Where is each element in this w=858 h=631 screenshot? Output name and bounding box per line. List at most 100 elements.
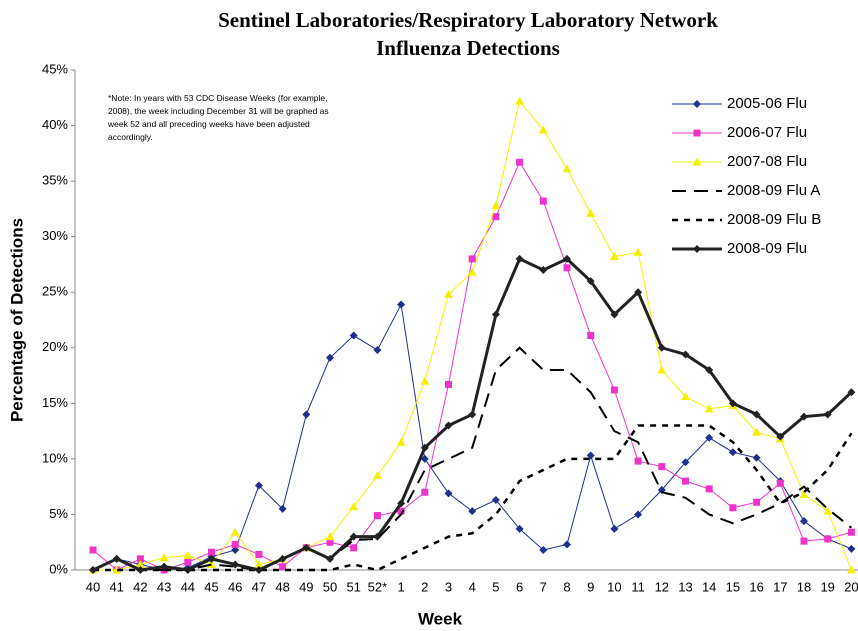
data-point bbox=[682, 477, 689, 485]
note: week 52 and all preceding weeks have bee… bbox=[107, 119, 310, 129]
data-point bbox=[752, 453, 761, 462]
data-point bbox=[254, 559, 264, 568]
data-point bbox=[326, 353, 334, 362]
note: *Note: In years with 53 CDC Disease Week… bbox=[108, 93, 328, 103]
data-point bbox=[657, 343, 666, 352]
data-point bbox=[231, 560, 240, 569]
data-point bbox=[681, 392, 690, 401]
data-point bbox=[230, 527, 240, 536]
data-point bbox=[610, 524, 619, 533]
data-point bbox=[372, 471, 382, 480]
x-tick-label: 17 bbox=[773, 579, 787, 594]
data-point bbox=[135, 559, 145, 568]
data-point bbox=[112, 554, 121, 563]
data-point bbox=[420, 376, 430, 385]
data-point bbox=[184, 558, 192, 566]
data-point bbox=[397, 507, 405, 515]
data-point bbox=[538, 125, 548, 134]
x-tick-label: 13 bbox=[678, 579, 692, 594]
x-tick-label: 2 bbox=[421, 579, 428, 594]
data-point bbox=[563, 540, 571, 549]
x-tick-label: 45 bbox=[204, 579, 218, 594]
y-tick-label: 30% bbox=[42, 228, 68, 243]
x-tick-label: 15 bbox=[726, 579, 740, 594]
data-point bbox=[563, 254, 571, 263]
chart-title: Influenza Detections bbox=[376, 36, 560, 60]
x-tick-label: 20 bbox=[844, 579, 858, 594]
data-point bbox=[159, 553, 169, 562]
data-point bbox=[254, 566, 263, 574]
data-point bbox=[776, 479, 784, 487]
x-tick-label: 40 bbox=[86, 579, 100, 594]
data-point bbox=[397, 300, 406, 309]
data-point bbox=[515, 254, 524, 263]
data-point bbox=[681, 350, 690, 359]
data-point bbox=[255, 550, 263, 558]
data-point bbox=[800, 537, 808, 545]
data-point bbox=[799, 489, 809, 498]
legend-label: 2005-06 Flu bbox=[727, 95, 807, 112]
y-tick-label: 10% bbox=[42, 450, 68, 465]
legend-label: 2008-09 Flu bbox=[727, 240, 807, 257]
data-point bbox=[112, 565, 122, 574]
data-point bbox=[396, 437, 406, 446]
data-point bbox=[373, 346, 382, 354]
data-point bbox=[587, 332, 595, 340]
data-point bbox=[208, 548, 215, 556]
data-point bbox=[397, 499, 406, 508]
x-tick-label: 12 bbox=[655, 579, 669, 594]
x-tick-label: 50 bbox=[323, 579, 337, 594]
data-point bbox=[444, 421, 453, 430]
data-point bbox=[823, 410, 832, 419]
x-tick-label: 4 bbox=[469, 579, 476, 594]
x-tick-label: 19 bbox=[820, 579, 834, 594]
data-point bbox=[89, 546, 97, 554]
data-point bbox=[704, 404, 714, 413]
data-point bbox=[326, 554, 334, 563]
x-tick-label: 3 bbox=[445, 579, 452, 594]
x-tick-label: 49 bbox=[299, 579, 313, 594]
y-tick-label: 20% bbox=[42, 339, 68, 354]
data-point bbox=[658, 463, 666, 471]
data-point bbox=[254, 481, 263, 490]
data-point bbox=[89, 566, 97, 574]
x-tick-label: 7 bbox=[540, 579, 547, 594]
data-point bbox=[349, 331, 358, 340]
data-point bbox=[800, 412, 808, 421]
data-point bbox=[491, 496, 500, 504]
data-point bbox=[610, 310, 619, 319]
data-point bbox=[349, 532, 358, 541]
y-tick-label: 0% bbox=[49, 561, 68, 576]
data-point bbox=[847, 528, 855, 536]
data-point bbox=[373, 532, 382, 541]
legend-marker bbox=[693, 129, 701, 137]
data-point bbox=[468, 410, 477, 419]
data-point bbox=[373, 512, 381, 520]
x-tick-label: 9 bbox=[587, 579, 594, 594]
series-line bbox=[92, 346, 853, 572]
x-tick-label: 47 bbox=[252, 579, 266, 594]
x-tick-label: 8 bbox=[563, 579, 570, 594]
data-point bbox=[681, 458, 690, 467]
data-point bbox=[586, 277, 595, 286]
series-line bbox=[92, 302, 852, 571]
note: 2008), the week including December 31 wi… bbox=[108, 106, 329, 116]
x-tick-label: 52* bbox=[368, 579, 388, 594]
data-point bbox=[846, 565, 856, 574]
data-point bbox=[824, 535, 832, 543]
data-point bbox=[657, 365, 667, 374]
data-point bbox=[231, 546, 240, 554]
x-tick-label: 14 bbox=[702, 579, 716, 594]
y-tick-label: 15% bbox=[42, 395, 68, 410]
data-point bbox=[586, 208, 596, 217]
data-point bbox=[516, 158, 524, 166]
data-point bbox=[728, 399, 737, 408]
x-tick-label: 41 bbox=[109, 579, 123, 594]
y-tick-label: 35% bbox=[42, 173, 68, 188]
data-point bbox=[728, 448, 737, 457]
legend-marker bbox=[692, 157, 702, 166]
x-tick-label: 1 bbox=[397, 579, 404, 594]
data-point bbox=[420, 454, 429, 463]
data-point bbox=[539, 546, 548, 554]
